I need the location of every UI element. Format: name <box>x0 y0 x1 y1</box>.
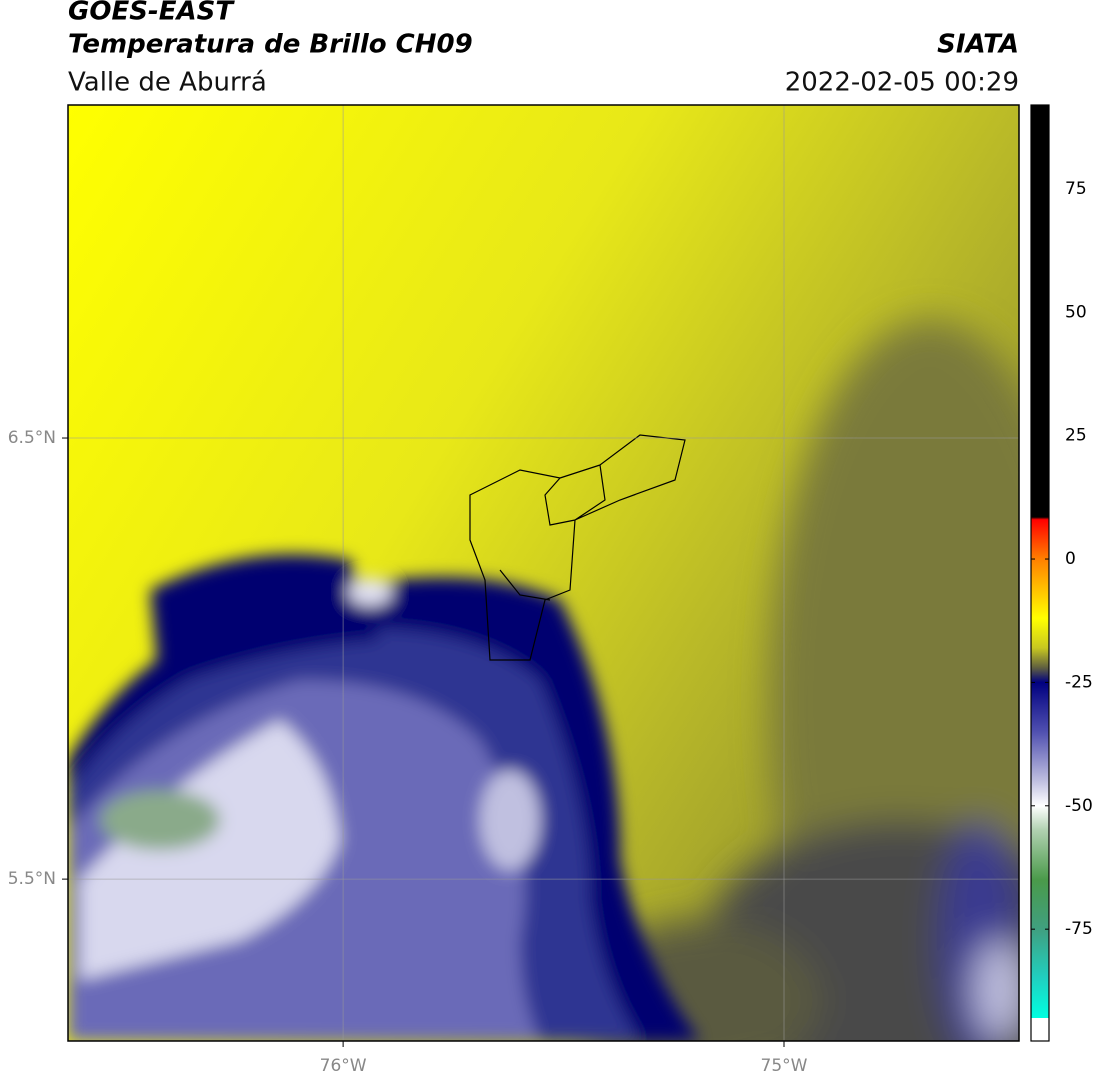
colorbar <box>1031 105 1049 1018</box>
source: SIATA <box>937 30 1019 60</box>
map-image <box>68 105 1019 1041</box>
colorbar-tick-label: -75 <box>1065 919 1093 939</box>
colorbar-frame <box>1030 104 1050 1042</box>
colorbar-tick-label: 0 <box>1065 549 1076 569</box>
colorbar-extension <box>1031 1018 1049 1041</box>
y-tick-label: 6.5°N <box>8 428 56 448</box>
y-tick-label: 5.5°N <box>8 869 56 889</box>
colorbar-tick-label: 75 <box>1065 179 1087 199</box>
subtitle: Temperatura de Brillo CH09 <box>68 30 473 60</box>
colorbar-tick-label: -50 <box>1065 796 1093 816</box>
datetime: 2022-02-05 00:29 <box>785 68 1019 98</box>
x-tick-label: 75°W <box>761 1056 808 1076</box>
colorbar-tick-label: 25 <box>1065 426 1087 446</box>
colorbar-tick-label: 50 <box>1065 302 1087 322</box>
region: Valle de Aburrá <box>68 68 267 98</box>
title: GOES-EAST <box>68 0 235 27</box>
x-tick-label: 76°W <box>320 1056 367 1076</box>
map-frame <box>67 104 1020 1042</box>
colorbar-tick-label: -25 <box>1065 672 1093 692</box>
